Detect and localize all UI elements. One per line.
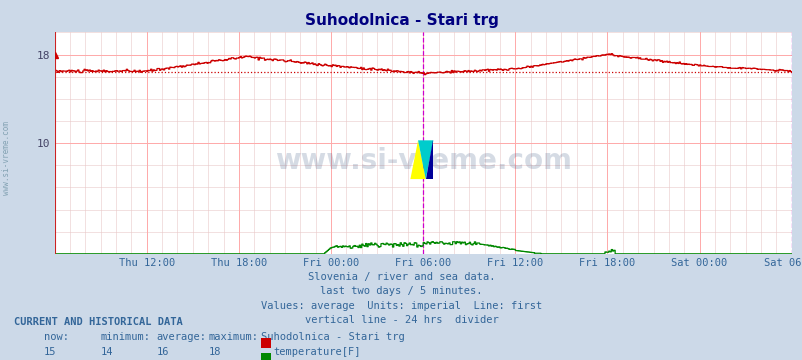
Text: Slovenia / river and sea data.: Slovenia / river and sea data.	[307, 272, 495, 282]
Polygon shape	[425, 140, 433, 179]
Text: maximum:: maximum:	[209, 332, 258, 342]
Text: 14: 14	[100, 347, 113, 357]
Text: 18: 18	[209, 347, 221, 357]
Text: vertical line - 24 hrs  divider: vertical line - 24 hrs divider	[304, 315, 498, 325]
Text: www.si-vreme.com: www.si-vreme.com	[2, 121, 11, 195]
Text: www.si-vreme.com: www.si-vreme.com	[274, 147, 571, 175]
Text: 16: 16	[156, 347, 169, 357]
Polygon shape	[410, 140, 425, 179]
Text: 15: 15	[44, 347, 57, 357]
Text: average:: average:	[156, 332, 206, 342]
Text: Values: average  Units: imperial  Line: first: Values: average Units: imperial Line: fi…	[261, 301, 541, 311]
Text: Suhodolnica - Stari trg: Suhodolnica - Stari trg	[304, 13, 498, 28]
Text: CURRENT AND HISTORICAL DATA: CURRENT AND HISTORICAL DATA	[14, 317, 183, 327]
Polygon shape	[418, 140, 433, 179]
Text: temperature[F]: temperature[F]	[273, 347, 361, 357]
Text: minimum:: minimum:	[100, 332, 150, 342]
Text: Suhodolnica - Stari trg: Suhodolnica - Stari trg	[261, 332, 404, 342]
Text: now:: now:	[44, 332, 69, 342]
Text: last two days / 5 minutes.: last two days / 5 minutes.	[320, 286, 482, 296]
